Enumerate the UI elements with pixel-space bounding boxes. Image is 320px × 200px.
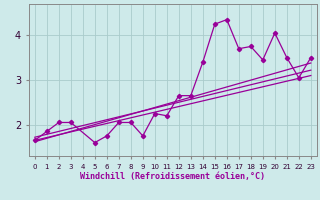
X-axis label: Windchill (Refroidissement éolien,°C): Windchill (Refroidissement éolien,°C) bbox=[80, 172, 265, 181]
